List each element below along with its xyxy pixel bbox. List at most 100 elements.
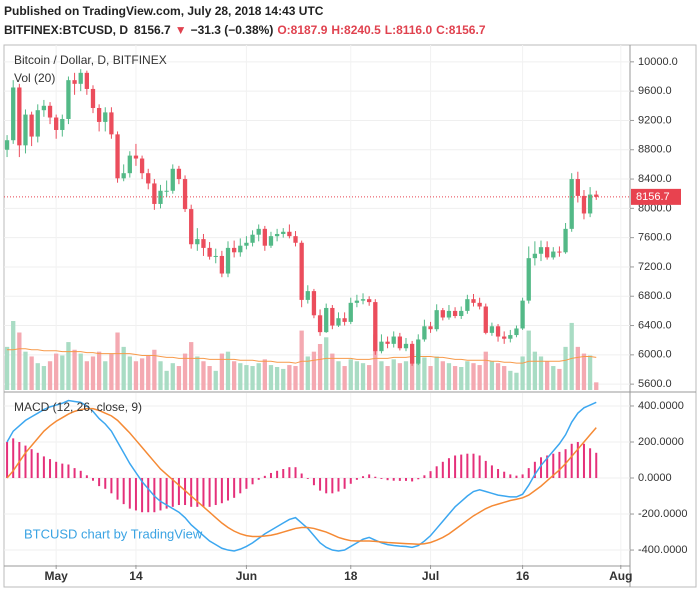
volume-bar <box>287 365 292 390</box>
histogram-bar <box>30 449 33 479</box>
histogram-bar <box>331 478 334 494</box>
candle-body <box>41 105 47 111</box>
y-tick-label: 5600.0 <box>638 378 672 390</box>
candle-body <box>367 299 372 303</box>
candle-body <box>551 251 556 258</box>
candle-body <box>109 112 114 135</box>
histogram-bar <box>85 475 88 479</box>
candle-body <box>201 239 206 248</box>
histogram-bar <box>503 471 506 479</box>
volume-bar <box>459 367 464 390</box>
histogram-bar <box>263 475 266 479</box>
histogram-bar <box>435 466 438 479</box>
candle-body <box>305 291 310 300</box>
histogram-bar <box>171 478 174 507</box>
histogram-bar <box>380 478 383 479</box>
y-tick-label: 0.0000 <box>638 472 672 484</box>
candle-body <box>587 194 593 214</box>
histogram-bar <box>269 472 272 479</box>
volume-bar <box>391 359 396 390</box>
volume-bar <box>207 366 212 390</box>
volume-bar <box>477 365 482 390</box>
volume-bar <box>250 366 255 390</box>
candle-body <box>465 299 470 311</box>
volume-bar <box>367 365 372 390</box>
histogram-bar <box>79 470 82 479</box>
candle-body <box>35 110 40 137</box>
x-tick-label: 16 <box>516 569 530 583</box>
histogram-bar <box>466 453 469 479</box>
volume-bar <box>379 361 384 390</box>
volume-bar <box>90 356 96 390</box>
candle-body <box>299 242 304 300</box>
candle-body <box>84 72 90 89</box>
volume-bar <box>29 356 34 390</box>
candle-body <box>219 255 225 274</box>
volume-bar <box>281 368 286 390</box>
volume-bar <box>244 365 249 390</box>
candle-body <box>11 87 16 141</box>
volume-bar <box>538 356 544 390</box>
histogram-bar <box>91 478 94 481</box>
volume-bar <box>416 353 421 390</box>
histogram-bar <box>460 454 463 479</box>
histogram-bar <box>447 458 450 479</box>
candle-body <box>594 194 599 197</box>
histogram-bar <box>362 476 365 479</box>
histogram-bar <box>36 452 39 479</box>
candle-body <box>287 231 292 237</box>
candle-body <box>557 251 562 253</box>
volume-bar <box>305 356 310 390</box>
histogram-bar <box>429 471 432 479</box>
candle-body <box>238 245 243 253</box>
candle-body <box>391 336 396 344</box>
y-tick-label: 400.0000 <box>638 400 684 412</box>
volume-bar <box>551 366 556 390</box>
histogram-bar <box>343 478 346 489</box>
histogram-bar <box>386 478 389 481</box>
signal-line <box>6 407 597 546</box>
histogram-bar <box>404 478 407 481</box>
candle-body <box>495 326 501 337</box>
histogram-bar <box>509 474 512 479</box>
change: −31.3 (−0.38%) <box>190 23 274 37</box>
histogram-bar <box>61 463 64 479</box>
histogram-bar <box>110 478 113 494</box>
histogram-bar <box>208 478 211 507</box>
histogram-bar <box>147 478 150 513</box>
candle-body <box>133 155 139 159</box>
last-price: 8156.7 <box>134 23 171 37</box>
histogram-bar <box>417 478 420 480</box>
volume-bar <box>508 370 513 390</box>
candle-body <box>397 336 403 349</box>
volume-label: Vol (20) <box>14 71 55 85</box>
histogram-bar <box>55 461 58 479</box>
candle-body <box>428 326 433 330</box>
candle-body <box>66 80 71 119</box>
candle-body <box>330 307 335 326</box>
volume-bar <box>274 367 280 390</box>
candle-body <box>268 236 274 246</box>
candle-body <box>72 80 77 84</box>
candle-body <box>489 326 495 333</box>
histogram-bar <box>595 452 598 479</box>
volume-bar <box>11 321 16 390</box>
histogram-bar <box>454 455 457 479</box>
volume-bar <box>440 361 445 390</box>
candle-body <box>213 255 218 257</box>
candle-body <box>526 258 531 301</box>
candle-body <box>170 168 175 191</box>
volume-bar <box>41 366 47 390</box>
candle-body <box>385 341 390 344</box>
candle-body <box>354 300 360 303</box>
volume-bar <box>514 372 519 390</box>
volume-bar <box>373 334 378 390</box>
histogram-bar <box>312 478 315 486</box>
volume-bar <box>532 351 538 390</box>
volume-bar <box>354 361 360 390</box>
candle-body <box>96 107 102 122</box>
volume-bar <box>526 330 531 390</box>
candle-body <box>317 315 323 333</box>
candle-body <box>189 209 194 245</box>
volume-bar <box>139 358 145 390</box>
